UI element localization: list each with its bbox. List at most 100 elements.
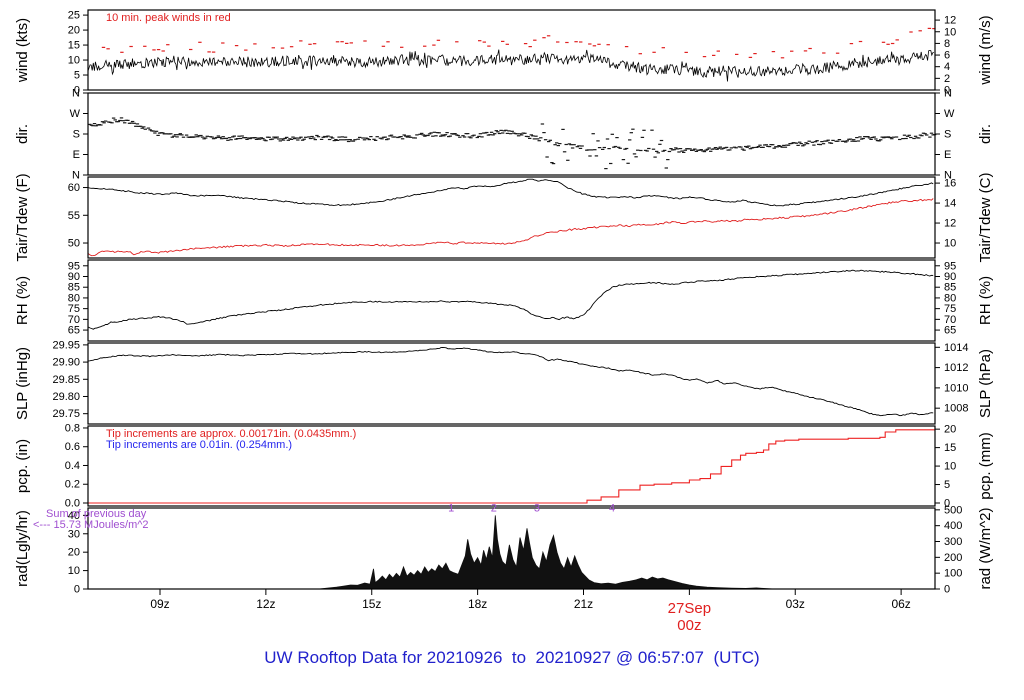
slp-axis-label-right: SLP (hPa) [977,349,994,418]
wind-tick-label-right: 2 [944,73,950,85]
wind-tick-label-right: 10 [944,26,956,38]
dir-axis-label-right: dir. [977,124,994,144]
wind-frame [87,9,936,91]
wind-axis-label-left: wind (kts) [14,18,31,83]
rad-axis-label-right: rad (W/m^2) [977,507,994,589]
x-tick-label-2: 00z [677,617,701,634]
x-tick-label: 27Sep [668,600,711,617]
rad-annotation: <--- 15.73 MJoules/m^2 [33,519,149,531]
rad-annotation: 4 [609,503,615,515]
rh-tick-label-left: 80 [68,292,80,304]
rad-tick-label-left: 20 [68,547,80,559]
temp-tick-label-right: 16 [944,178,956,190]
precip-accum-series [88,429,936,504]
wind-speed-avg [87,49,934,82]
rh-tick-label-left: 75 [68,303,80,315]
temp-tick-label-right: 10 [944,238,956,250]
solar-radiation [318,515,775,590]
dir-tick-label-left: W [70,108,81,120]
temp-tick-label-right: 14 [944,198,956,210]
wind-tick-label-left: 20 [68,25,80,37]
temp-axis-label-left: Tair/Tdew (F) [14,173,31,261]
pcp-annotation: Tip increments are approx. 0.00171in. (0… [106,428,356,440]
rh-tick-label-right: 85 [944,282,956,294]
rh-tick-label-left: 95 [68,260,80,272]
pcp-tick-label-left: 0.4 [65,460,80,472]
x-tick-label: 21z [574,597,593,611]
wind-tick-label-left: 15 [68,40,80,52]
tair [87,178,934,207]
rh-tick-label-right: 95 [944,260,956,272]
rad-tick-label-left: 30 [68,528,80,540]
pcp-axis-label-left: pcp. (in) [14,439,31,493]
pcp-tick-label-right: 15 [944,442,956,454]
x-tick-label: 03z [786,597,805,611]
pcp-annotation: Tip increments are 0.01in. (0.254mm.) [106,439,292,451]
slp-frame [87,342,936,425]
rh-tick-label-left: 90 [68,271,80,283]
slp-tick-label-left: 29.80 [52,391,80,403]
dir-tick-label-left: E [73,149,80,161]
slp-tick-label-right: 1008 [944,403,968,415]
rh-tick-label-left: 65 [68,325,80,337]
rad-tick-label-right: 500 [944,504,962,516]
rh-tick-label-left: 85 [68,282,80,294]
temp-tick-label-left: 50 [68,238,80,250]
dir-tick-label-left: N [72,88,80,100]
temp-axis-label-right: Tair/Tdew (C) [977,172,994,262]
pcp-tick-label-left: 0.0 [65,497,80,509]
rad-annotation: 3 [534,503,540,515]
wind-tick-label-right: 0 [944,85,950,97]
rh-axis-label-right: RH (%) [977,276,994,325]
wind-annotation: 10 min. peak winds in red [106,12,231,24]
wind-speed-peak-series [101,27,936,59]
rh-tick-label-left: 70 [68,314,80,326]
rh-axis-label-left: RH (%) [14,276,31,325]
rad-axis-label-left: rad(Lgly/hr) [14,510,31,587]
rad-tick-label-right: 300 [944,536,962,548]
tdew [87,198,934,257]
relative-humidity [87,269,934,330]
wind-tick-label-right: 8 [944,38,950,50]
rad-tick-label-right: 400 [944,520,962,532]
sea-level-pressure [87,346,934,417]
wind-speed-avg-series [87,49,934,82]
rh-tick-label-right: 75 [944,303,956,315]
dir-tick-label-right: E [944,149,951,161]
wind-tick-label-left: 5 [74,70,80,82]
x-tick-label: 12z [256,597,275,611]
relative-humidity-series [87,269,934,330]
dir-tick-label-right: S [944,129,951,141]
rad-tick-label-left: 10 [68,565,80,577]
tair-series [87,178,934,207]
x-tick-label: 15z [362,597,381,611]
slp-tick-label-right: 1012 [944,362,968,374]
wind-tick-label-left: 0 [74,85,80,97]
dir-tick-label-right: N [944,88,952,100]
wind-axis-label-right: wind (m/s) [977,15,994,85]
x-tick-label: 18z [468,597,487,611]
rh-tick-label-right: 80 [944,292,956,304]
slp-tick-label-right: 1010 [944,382,968,394]
rad-annotation: 2 [491,503,497,515]
panel-temp: 50 55 60 10 12 14 16 Tair/Tdew (F) Tair/Tdew (C) [14,172,994,262]
rad-tick-label-right: 100 [944,568,962,580]
pcp-tick-label-left: 0.6 [65,441,80,453]
wind-tick-label-left: 25 [68,10,80,22]
rad-tick-label-left: 0 [74,584,80,596]
wind-tick-label-left: 10 [68,55,80,67]
dir-tick-label-left: N [72,170,80,182]
rad-tick-label-right: 200 [944,552,962,564]
sea-level-pressure-series [87,346,934,417]
rad-tick-label-right: 0 [944,584,950,596]
wind-tick-label-right: 6 [944,50,950,62]
temp-tick-label-right: 12 [944,218,956,230]
pcp-tick-label-right: 0 [944,497,950,509]
tdew-series [87,198,934,257]
